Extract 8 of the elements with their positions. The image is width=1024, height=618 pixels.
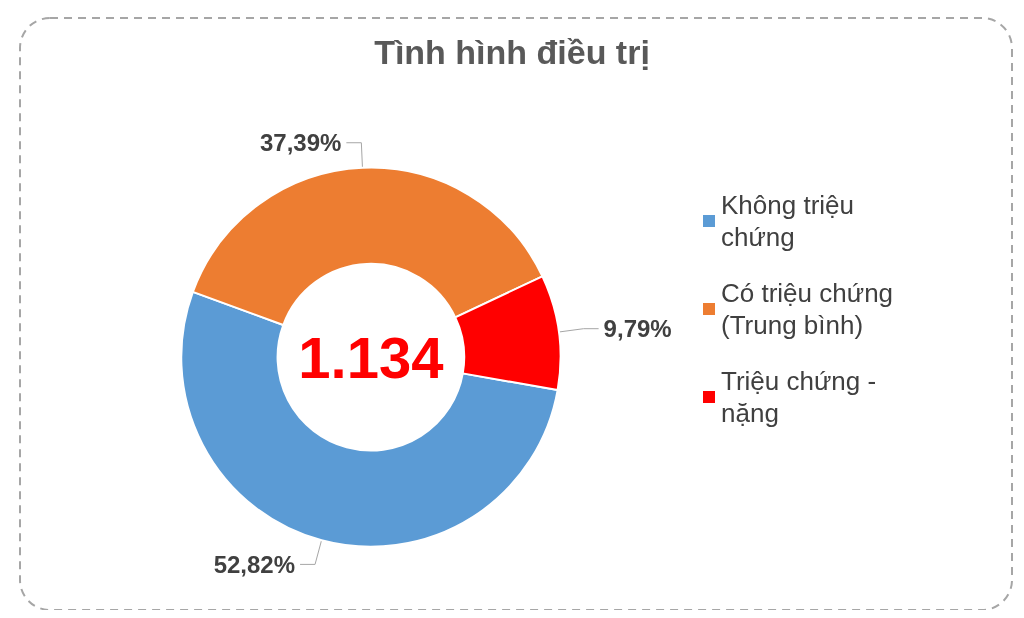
data-label: 37,39% — [259, 129, 342, 157]
data-label: 9,79% — [603, 315, 672, 343]
legend-label: Không triệu chứng — [721, 190, 862, 252]
data-label: 52,82% — [213, 550, 296, 578]
text: 1.134 — [298, 324, 444, 390]
legend-label: Có triệu chứng (Trung bình) — [721, 278, 901, 340]
chart-title: Tình hình điều trị — [374, 33, 650, 71]
legend-label: Triệu chứng - nặng — [721, 366, 884, 428]
